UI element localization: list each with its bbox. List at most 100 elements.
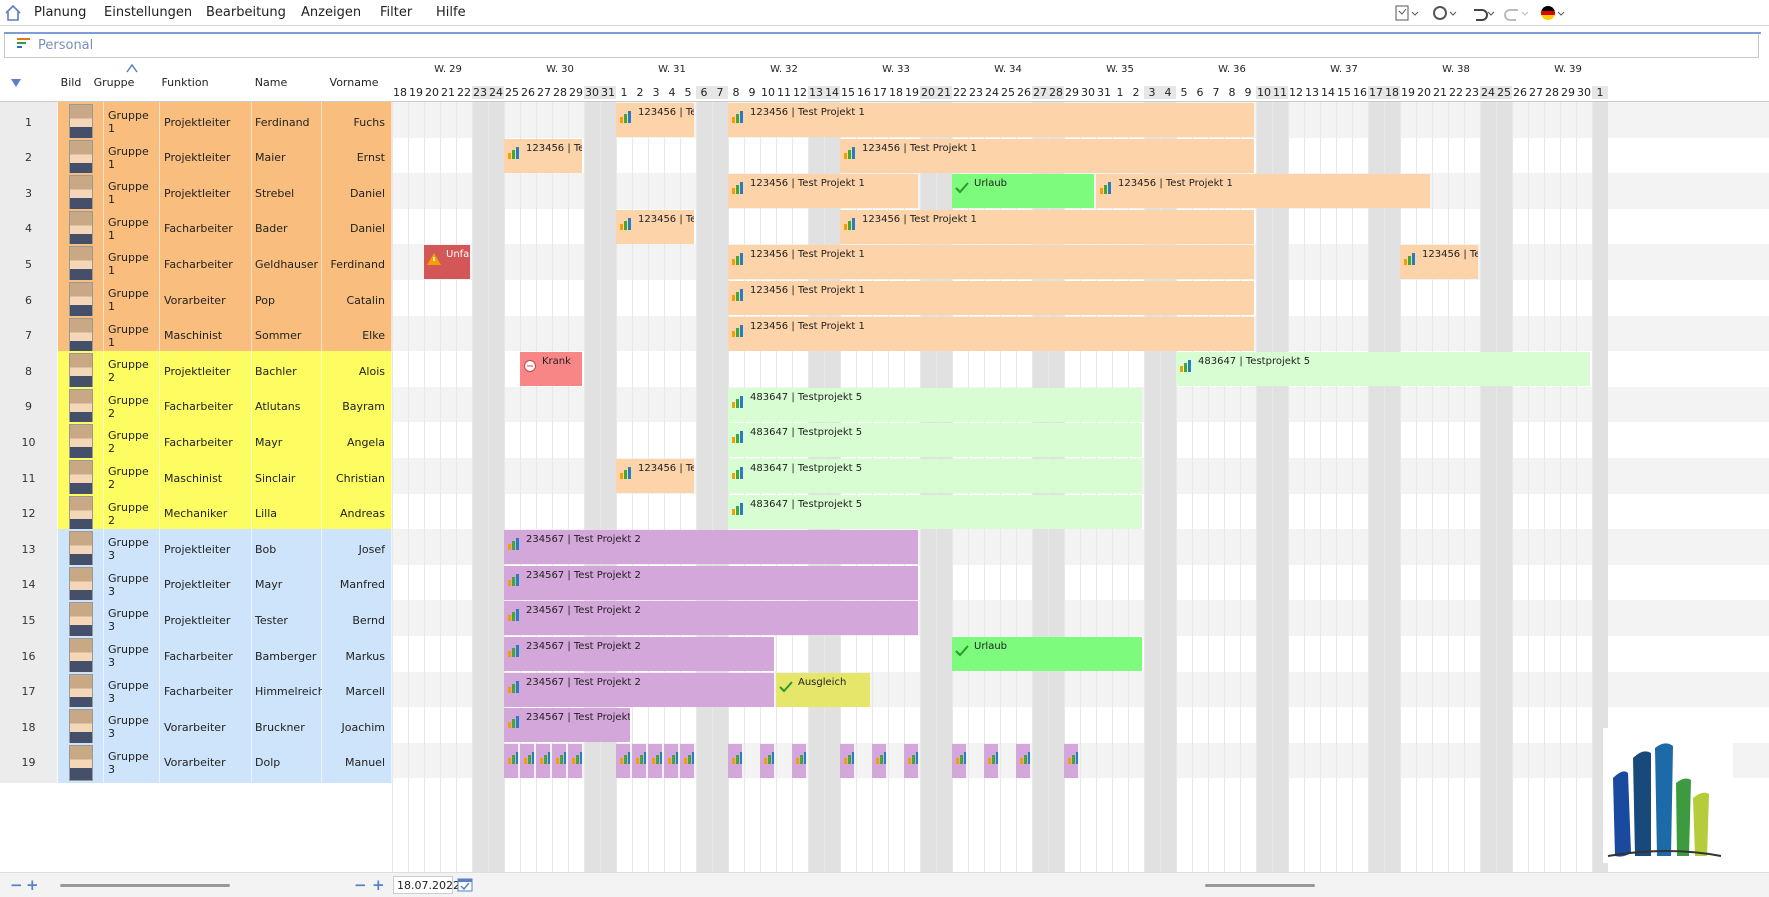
project-bar[interactable]: 123456 | Test bbox=[616, 103, 694, 137]
project-bar[interactable]: 123456 | Test Projekt 1 bbox=[728, 281, 1254, 315]
project-bar[interactable]: 123456 | Test bbox=[616, 459, 694, 493]
resource-row[interactable]: 19 Gruppe 3 Vorarbeiter Dolp Manuel bbox=[0, 742, 392, 783]
daily-assignment-bar[interactable] bbox=[664, 743, 678, 778]
project-bar[interactable]: 483647 | Testprojekt 5 bbox=[728, 387, 1142, 422]
project-bar[interactable]: 123456 | Test Projekt 1 bbox=[1096, 174, 1430, 209]
daily-assignment-bar[interactable] bbox=[632, 743, 646, 778]
project-bar[interactable]: 234567 | Test Projekt 2 bbox=[504, 708, 630, 743]
project-bar[interactable]: 123456 | Test bbox=[1400, 245, 1478, 280]
collapse-button[interactable]: − bbox=[10, 876, 23, 894]
resource-row[interactable]: 18 Gruppe 3 Vorarbeiter Bruckner Joachim bbox=[0, 707, 392, 748]
menu-hilfe[interactable]: Hilfe bbox=[436, 5, 466, 20]
project-bar[interactable]: 483647 | Testprojekt 5 bbox=[728, 423, 1142, 458]
daily-assignment-bar[interactable] bbox=[616, 743, 630, 778]
resource-row[interactable]: 10 Gruppe 2 Facharbeiter Mayr Angela bbox=[0, 422, 392, 463]
date-field[interactable]: 18.07.2022 bbox=[393, 876, 460, 894]
resource-row[interactable]: 17 Gruppe 3 Facharbeiter Himmelreich Mar… bbox=[0, 671, 392, 712]
pin-icon[interactable] bbox=[1394, 3, 1420, 23]
resource-row[interactable]: 5 Gruppe 1 Facharbeiter Geldhauser Ferdi… bbox=[0, 244, 392, 285]
sick-bar[interactable]: Krank bbox=[520, 352, 582, 387]
undo-icon[interactable] bbox=[1470, 3, 1496, 23]
resource-row[interactable]: 16 Gruppe 3 Facharbeiter Bamberger Marku… bbox=[0, 636, 392, 676]
menu-filter[interactable]: Filter bbox=[380, 5, 413, 20]
avatar bbox=[68, 638, 93, 674]
day-label: 4 bbox=[668, 86, 676, 99]
refresh-icon[interactable] bbox=[1432, 3, 1458, 23]
project-bar[interactable]: 234567 | Test Projekt 2 bbox=[504, 565, 918, 600]
resource-row[interactable]: 11 Gruppe 2 Maschinist Sinclair Christia… bbox=[0, 458, 392, 498]
resource-row[interactable]: 1 Gruppe 1 Projektleiter Ferdinand Fuchs bbox=[0, 102, 392, 142]
resource-row[interactable]: 4 Gruppe 1 Facharbeiter Bader Daniel bbox=[0, 208, 392, 249]
col-funktion[interactable]: Funktion bbox=[161, 76, 209, 89]
daily-assignment-bar[interactable] bbox=[648, 743, 662, 778]
project-bar[interactable]: 234567 | Test Projekt 2 bbox=[504, 530, 918, 565]
project-bar[interactable]: 234567 | Test Projekt 2 bbox=[504, 601, 918, 636]
project-bar[interactable]: 123456 | Test Projekt 1 bbox=[728, 174, 918, 209]
daily-assignment-bar[interactable] bbox=[840, 743, 854, 778]
zoom-in-button[interactable]: + bbox=[372, 876, 385, 894]
resource-row[interactable]: 3 Gruppe 1 Projektleiter Strebel Daniel bbox=[0, 173, 392, 214]
project-bar[interactable]: 123456 | Test Projekt 1 bbox=[728, 103, 1254, 137]
project-bar[interactable]: 234567 | Test Projekt 2 bbox=[504, 637, 774, 671]
zoom-out-button[interactable]: − bbox=[354, 876, 367, 894]
daily-assignment-bar[interactable] bbox=[904, 743, 918, 778]
daily-assignment-bar[interactable] bbox=[536, 743, 550, 778]
menu-planung[interactable]: Planung bbox=[34, 5, 87, 20]
daily-assignment-bar[interactable] bbox=[1016, 743, 1030, 778]
menu-einstellungen[interactable]: Einstellungen bbox=[104, 5, 193, 20]
sort-down-icon[interactable] bbox=[10, 78, 22, 88]
vacation-bar[interactable]: Urlaub bbox=[952, 637, 1142, 671]
resource-row[interactable]: 12 Gruppe 2 Mechaniker Lilla Andreas bbox=[0, 493, 392, 534]
resource-row[interactable]: 8 Gruppe 2 Projektleiter Bachler Alois bbox=[0, 351, 392, 392]
day-label: 24 bbox=[1480, 86, 1496, 99]
comp-bar[interactable]: Ausgleich bbox=[776, 672, 870, 707]
resource-row[interactable]: 13 Gruppe 3 Projektleiter Bob Josef bbox=[0, 529, 392, 570]
daily-assignment-bar[interactable] bbox=[872, 743, 886, 778]
resource-row[interactable]: 14 Gruppe 3 Projektleiter Mayr Manfred bbox=[0, 564, 392, 605]
project-bar[interactable]: 483647 | Testprojekt 5 bbox=[728, 494, 1142, 529]
avatar bbox=[68, 210, 93, 247]
project-bar[interactable]: 123456 | Test bbox=[616, 209, 694, 244]
vacation-bar[interactable]: Urlaub bbox=[952, 174, 1094, 209]
language-flag-icon[interactable] bbox=[1540, 3, 1566, 23]
daily-assignment-bar[interactable] bbox=[568, 743, 582, 778]
daily-assignment-bar[interactable] bbox=[552, 743, 566, 778]
personal-panel-header: Personal bbox=[0, 30, 1769, 58]
resource-row[interactable]: 7 Gruppe 1 Maschinist Sommer Elke bbox=[0, 315, 392, 356]
col-name[interactable]: Name bbox=[254, 76, 288, 89]
daily-assignment-bar[interactable] bbox=[520, 743, 534, 778]
project-bar[interactable]: 123456 | Test Projekt 1 bbox=[840, 138, 1254, 173]
daily-assignment-bar[interactable] bbox=[792, 743, 806, 778]
daily-assignment-bar[interactable] bbox=[1064, 743, 1078, 778]
daily-assignment-bar[interactable] bbox=[728, 743, 742, 778]
project-bar[interactable]: 123456 | Test Projekt 1 bbox=[728, 316, 1254, 351]
home-icon[interactable] bbox=[3, 3, 23, 23]
project-bar[interactable]: 123456 | Test bbox=[504, 138, 582, 173]
project-bar[interactable]: 234567 | Test Projekt 2 bbox=[504, 672, 774, 707]
col-vorname[interactable]: Vorname bbox=[329, 76, 379, 89]
col-gruppe[interactable]: Gruppe bbox=[93, 76, 135, 89]
daily-assignment-bar[interactable] bbox=[952, 743, 966, 778]
project-bar[interactable]: 123456 | Test Projekt 1 bbox=[728, 245, 1254, 280]
daily-assignment-bar[interactable] bbox=[760, 743, 774, 778]
expand-button[interactable]: + bbox=[26, 876, 39, 894]
timeline-horizontal-scrollbar[interactable] bbox=[1205, 884, 1315, 887]
project-bar[interactable]: 483647 | Testprojekt 5 bbox=[1176, 352, 1590, 387]
daily-assignment-bar[interactable] bbox=[680, 743, 694, 778]
daily-assignment-bar[interactable] bbox=[504, 743, 518, 778]
accident-bar[interactable]: Unfall bbox=[424, 245, 470, 280]
redo-icon[interactable] bbox=[1504, 3, 1530, 23]
menu-bearbeitung[interactable]: Bearbeitung bbox=[206, 5, 286, 20]
personal-tab[interactable] bbox=[4, 34, 1759, 58]
menu-anzeigen[interactable]: Anzeigen bbox=[301, 5, 362, 20]
calendar-icon[interactable] bbox=[457, 876, 473, 892]
resource-row[interactable]: 6 Gruppe 1 Vorarbeiter Pop Catalin bbox=[0, 280, 392, 320]
project-bar[interactable]: 123456 | Test Projekt 1 bbox=[840, 209, 1254, 244]
col-bild[interactable]: Bild bbox=[60, 76, 82, 89]
resource-row[interactable]: 2 Gruppe 1 Projektleiter Maier Ernst bbox=[0, 137, 392, 178]
resource-row[interactable]: 15 Gruppe 3 Projektleiter Tester Bernd bbox=[0, 600, 392, 641]
project-bar[interactable]: 483647 | Testprojekt 5 bbox=[728, 459, 1142, 493]
resource-row[interactable]: 9 Gruppe 2 Facharbeiter Atlutans Bayram bbox=[0, 386, 392, 427]
left-horizontal-scrollbar[interactable] bbox=[60, 884, 230, 887]
daily-assignment-bar[interactable] bbox=[984, 743, 998, 778]
